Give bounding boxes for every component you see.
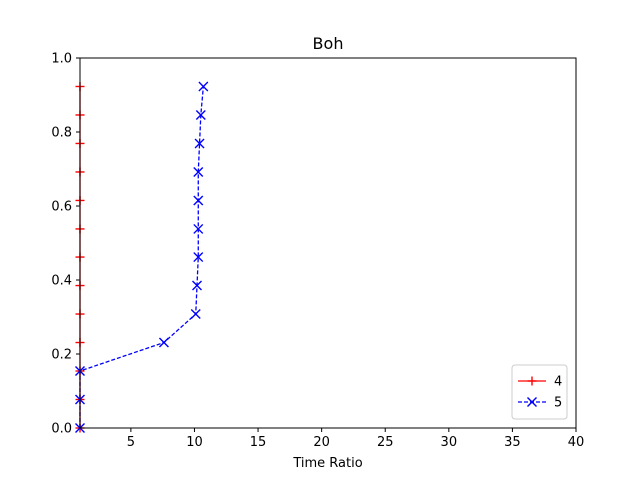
data-point [158, 337, 169, 348]
data-point [190, 309, 201, 320]
data-point [193, 195, 204, 206]
legend: 45 [511, 364, 568, 420]
x-tick-label: 10 [186, 435, 203, 450]
x-axis-label: Time Ratio [292, 456, 362, 471]
x-tick-label: 35 [504, 435, 521, 450]
data-point [192, 280, 203, 291]
x-tick-label: 40 [568, 435, 585, 450]
data-point [193, 166, 204, 177]
x-axis: 5 10 15 20 25 30 35 40 [127, 428, 585, 450]
y-axis: 0.0 0.2 0.4 0.6 0.8 1.0 [51, 52, 80, 437]
legend-item: 5 [518, 396, 562, 411]
axes-frame [79, 57, 577, 429]
y-tick-label: 0.0 [51, 422, 72, 437]
legend-item: 4 [518, 375, 562, 390]
x-tick-label: 20 [313, 435, 330, 450]
legend-label: 5 [554, 396, 562, 411]
x-tick-label: 15 [250, 435, 267, 450]
data-point [193, 223, 204, 234]
y-tick-label: 0.2 [51, 348, 72, 363]
data-point [198, 81, 209, 92]
data-point [194, 138, 205, 149]
data-point [195, 109, 206, 120]
chart-title: Boh [313, 34, 344, 53]
x-tick-label: 25 [377, 435, 394, 450]
y-tick-label: 0.4 [51, 274, 72, 289]
legend-box [511, 364, 568, 420]
x-tick-label: 30 [441, 435, 458, 450]
y-tick-label: 0.6 [51, 200, 72, 215]
y-tick-label: 0.8 [51, 126, 72, 141]
x-tick-label: 5 [127, 435, 135, 450]
y-tick-label: 1.0 [51, 52, 72, 67]
data-point [193, 252, 204, 263]
legend-label: 4 [554, 375, 562, 390]
